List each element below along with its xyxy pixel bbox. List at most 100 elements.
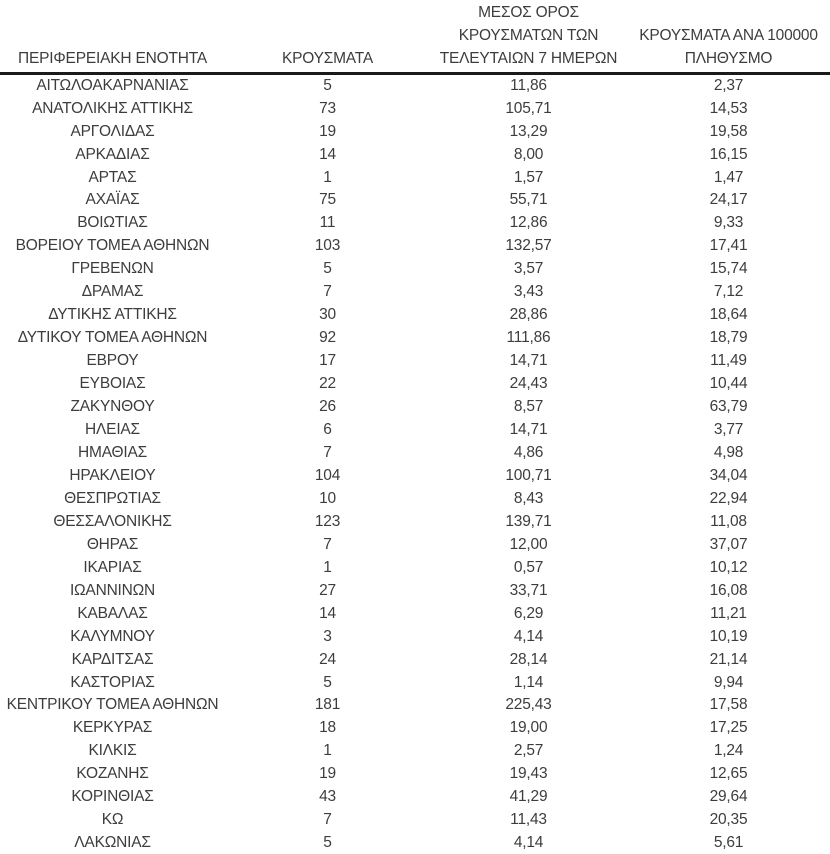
- avg7-cell: 1,57: [513, 168, 544, 186]
- region-cell: ΗΛΕΙΑΣ: [85, 421, 140, 439]
- table-row: ΚΕΝΤΡΙΚΟΥ ΤΟΜΕΑ ΑΘΗΝΩΝ 181 225,43 17,58: [0, 694, 830, 717]
- per100k-cell: 2,37: [713, 76, 744, 94]
- avg7-cell: 11,86: [510, 76, 547, 94]
- region-cell: ΒΟΙΩΤΙΑΣ: [77, 214, 148, 232]
- region-cell: ΔΥΤΙΚΗΣ ΑΤΤΙΚΗΣ: [48, 306, 177, 324]
- avg7-cell: 8,00: [513, 145, 544, 163]
- cases-cell: 24: [319, 650, 336, 668]
- region-cell: ΚΕΝΤΡΙΚΟΥ ΤΟΜΕΑ ΑΘΗΝΩΝ: [6, 696, 219, 714]
- cases-cell: 104: [314, 466, 341, 484]
- avg7-cell: 1,14: [513, 673, 544, 691]
- per100k-cell: 17,25: [709, 719, 748, 737]
- table-row: ΚΩ 7 11,43 20,35: [0, 809, 830, 832]
- table-row: ΑΧΑΪΑΣ 75 55,71 24,17: [0, 189, 830, 212]
- avg7-cell: 55,71: [509, 191, 548, 209]
- table-row: ΚΕΡΚΥΡΑΣ 18 19,00 17,25: [0, 717, 830, 740]
- table-row: ΚΙΛΚΙΣ 1 2,57 1,24: [0, 740, 830, 763]
- table-row: ΕΒΡΟΥ 17 14,71 11,49: [0, 350, 830, 373]
- per100k-cell: 1,24: [713, 742, 744, 760]
- cases-cell: 73: [319, 99, 336, 117]
- table-header: ΠΕΡΙΦΕΡΕΙΑΚΗ ΕΝΟΤΗΤΑ ΚΡΟΥΣΜΑΤΑ ΜΕΣΟΣ ΟΡΟ…: [0, 0, 830, 74]
- cases-cell: 7: [323, 283, 332, 301]
- per100k-cell: 10,19: [709, 627, 748, 645]
- per100k-cell: 17,41: [709, 237, 748, 255]
- per100k-cell: 9,94: [713, 673, 744, 691]
- per100k-cell: 3,77: [713, 421, 744, 439]
- cases-cell: 7: [323, 811, 332, 829]
- cases-cell: 22: [319, 375, 336, 393]
- per100k-cell: 16,15: [709, 145, 748, 163]
- region-cell: ΓΡΕΒΕΝΩΝ: [71, 260, 154, 278]
- cases-cell: 5: [323, 834, 332, 852]
- avg7-cell: 14,71: [509, 421, 548, 439]
- region-cell: ΙΩΑΝΝΙΝΩΝ: [69, 581, 156, 599]
- region-cell: ΗΡΑΚΛΕΙΟΥ: [69, 466, 156, 484]
- cases-cell: 123: [314, 512, 341, 530]
- table-row: ΗΛΕΙΑΣ 6 14,71 3,77: [0, 419, 830, 442]
- per100k-cell: 7,12: [713, 283, 744, 301]
- avg7-cell: 13,29: [509, 122, 548, 140]
- avg7-cell: 8,57: [513, 398, 544, 416]
- table-row: ΑΡΚΑΔΙΑΣ 14 8,00 16,15: [0, 144, 830, 167]
- cases-cell: 5: [323, 76, 332, 94]
- region-cell: ΚΩ: [101, 811, 124, 829]
- region-cell: ΕΥΒΟΙΑΣ: [79, 375, 146, 393]
- per100k-cell: 1,47: [713, 168, 744, 186]
- table-row: ΗΜΑΘΙΑΣ 7 4,86 4,98: [0, 442, 830, 465]
- table-row: ΛΑΚΩΝΙΑΣ 5 4,14 5,61: [0, 832, 830, 854]
- table-row: ΚΟΖΑΝΗΣ 19 19,43 12,65: [0, 763, 830, 786]
- avg7-cell: 28,14: [509, 650, 548, 668]
- per100k-cell: 20,35: [709, 811, 748, 829]
- cases-cell: 19: [319, 765, 336, 783]
- avg7-cell: 3,57: [513, 260, 544, 278]
- region-cell: ΚΑΛΥΜΝΟΥ: [70, 627, 155, 645]
- cases-cell: 1: [323, 168, 332, 186]
- region-cell: ΚΑΒΑΛΑΣ: [77, 604, 148, 622]
- per100k-cell: 18,64: [709, 306, 748, 324]
- avg7-cell: 132,57: [505, 237, 552, 255]
- cases-cell: 43: [319, 788, 336, 806]
- region-cell: ΑΝΑΤΟΛΙΚΗΣ ΑΤΤΙΚΗΣ: [32, 99, 193, 117]
- per100k-cell: 63,79: [709, 398, 748, 416]
- table-row: ΔΥΤΙΚΗΣ ΑΤΤΙΚΗΣ 30 28,86 18,64: [0, 304, 830, 327]
- avg7-cell: 3,43: [513, 283, 544, 301]
- table-row: ΔΡΑΜΑΣ 7 3,43 7,12: [0, 281, 830, 304]
- cases-cell: 5: [323, 673, 332, 691]
- per100k-cell: 11,08: [710, 512, 747, 530]
- table-row: ΑΡΤΑΣ 1 1,57 1,47: [0, 167, 830, 190]
- per100k-cell: 15,74: [709, 260, 748, 278]
- region-cell: ΚΟΡΙΝΘΙΑΣ: [71, 788, 154, 806]
- column-header-7day-average: ΜΕΣΟΣ ΟΡΟΣ ΚΡΟΥΣΜΑΤΩΝ ΤΩΝ ΤΕΛΕΥΤΑΙΩΝ 7 Η…: [439, 4, 618, 67]
- avg7-cell: 111,86: [506, 329, 551, 347]
- avg7-cell: 0,57: [513, 558, 544, 576]
- table-row: ΚΑΡΔΙΤΣΑΣ 24 28,14 21,14: [0, 649, 830, 672]
- per100k-cell: 24,17: [709, 191, 748, 209]
- avg7-cell: 105,71: [505, 99, 552, 117]
- per100k-cell: 34,04: [709, 466, 748, 484]
- table-row: ΚΑΛΥΜΝΟΥ 3 4,14 10,19: [0, 626, 830, 649]
- region-cell: ΑΧΑΪΑΣ: [85, 191, 140, 209]
- column-header-cases-per-100000: ΚΡΟΥΣΜΑΤΑ ΑΝΑ 100000 ΠΛΗΘΥΣΜΟ: [639, 26, 818, 67]
- table-row: ΔΥΤΙΚΟΥ ΤΟΜΕΑ ΑΘΗΝΩΝ 92 111,86 18,79: [0, 327, 830, 350]
- cases-cell: 103: [314, 237, 341, 255]
- cases-cell: 30: [319, 306, 336, 324]
- table-row: ΙΩΑΝΝΙΝΩΝ 27 33,71 16,08: [0, 580, 830, 603]
- cases-cell: 7: [323, 443, 332, 461]
- avg7-cell: 4,14: [513, 627, 544, 645]
- per100k-cell: 22,94: [709, 489, 748, 507]
- table-row: ΑΙΤΩΛΟΑΚΑΡΝΑΝΙΑΣ 5 11,86 2,37: [0, 73, 830, 97]
- avg7-cell: 12,86: [509, 214, 548, 232]
- avg7-cell: 4,86: [513, 443, 544, 461]
- cases-cell: 17: [319, 352, 336, 370]
- per100k-cell: 17,58: [709, 696, 748, 714]
- region-cell: ΖΑΚΥΝΘΟΥ: [70, 398, 155, 416]
- region-cell: ΚΑΣΤΟΡΙΑΣ: [70, 673, 155, 691]
- per100k-cell: 11,49: [710, 352, 747, 370]
- column-header-cases: ΚΡΟΥΣΜΑΤΑ: [281, 49, 374, 67]
- cases-cell: 18: [319, 719, 336, 737]
- cases-cell: 19: [319, 122, 336, 140]
- region-cell: ΚΙΛΚΙΣ: [88, 742, 137, 760]
- per100k-cell: 12,65: [709, 765, 748, 783]
